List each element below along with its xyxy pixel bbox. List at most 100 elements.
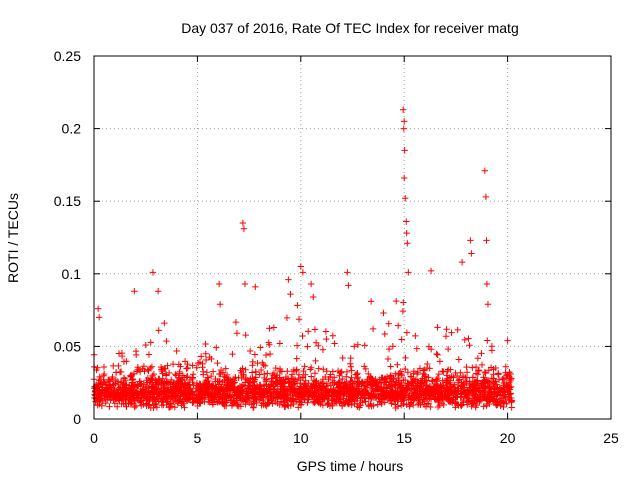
data-point <box>303 382 311 390</box>
data-point <box>401 118 408 125</box>
data-point <box>160 378 168 385</box>
y-tick-label: 0.05 <box>54 338 81 354</box>
data-point <box>478 350 485 357</box>
data-point <box>171 403 179 411</box>
data-point <box>295 316 303 323</box>
data-point <box>251 376 259 383</box>
data-point <box>353 375 361 382</box>
data-point <box>122 395 130 403</box>
data-point <box>319 402 327 409</box>
data-point <box>455 402 462 409</box>
data-point <box>394 322 402 329</box>
data-point <box>435 398 442 406</box>
data-point <box>120 358 128 365</box>
data-point <box>508 375 515 382</box>
data-point <box>475 367 482 375</box>
data-point <box>218 393 225 401</box>
data-point <box>127 388 134 396</box>
data-point <box>397 391 404 399</box>
data-point <box>374 401 381 408</box>
data-point <box>339 354 346 362</box>
data-point <box>369 325 377 333</box>
data-point <box>95 381 103 388</box>
data-point <box>233 329 241 337</box>
data-point <box>142 400 150 407</box>
data-point <box>394 361 401 368</box>
data-point <box>189 362 196 369</box>
data-point <box>287 402 295 409</box>
data-point <box>326 402 334 410</box>
data-point <box>292 396 300 403</box>
data-point <box>137 388 144 395</box>
data-point <box>114 393 121 400</box>
data-point <box>472 363 480 371</box>
data-point <box>112 376 120 384</box>
data-point <box>361 382 368 389</box>
data-point <box>98 386 106 393</box>
data-point <box>207 392 215 400</box>
data-point <box>132 347 140 355</box>
data-point <box>112 369 120 376</box>
data-point <box>486 379 493 387</box>
data-point <box>276 393 284 401</box>
data-point <box>329 332 337 339</box>
data-point <box>217 366 225 374</box>
data-point <box>297 263 304 270</box>
data-point <box>149 384 156 391</box>
data-point <box>426 365 433 372</box>
data-point <box>488 343 496 350</box>
data-point <box>495 389 502 396</box>
data-point <box>293 342 301 349</box>
data-point <box>454 326 461 334</box>
data-point <box>232 374 239 381</box>
data-point <box>162 365 169 372</box>
data-point <box>442 387 449 394</box>
data-point <box>300 367 307 375</box>
data-point <box>351 400 358 408</box>
data-point <box>180 390 187 397</box>
data-point <box>260 401 267 409</box>
data-point <box>361 363 368 370</box>
data-point <box>144 366 152 373</box>
data-point <box>147 375 155 382</box>
data-point <box>264 393 271 400</box>
data-point <box>322 328 330 335</box>
data-point <box>397 368 405 375</box>
data-point <box>324 394 331 402</box>
data-point <box>224 392 232 399</box>
data-point <box>418 379 425 387</box>
data-point <box>457 388 465 395</box>
data-point <box>420 401 428 408</box>
data-point <box>498 395 505 402</box>
data-point <box>400 400 408 408</box>
data-point <box>142 341 149 349</box>
data-point <box>348 395 356 402</box>
data-point <box>380 309 387 317</box>
data-point <box>199 395 206 403</box>
data-point <box>385 345 393 353</box>
data-point <box>158 379 165 386</box>
data-point <box>104 381 112 389</box>
data-point <box>315 342 322 350</box>
data-point <box>243 395 250 402</box>
data-point <box>493 384 501 391</box>
data-point <box>435 388 442 395</box>
data-point <box>367 378 374 385</box>
data-point <box>181 374 188 381</box>
data-point <box>274 400 281 407</box>
data-point <box>154 288 162 295</box>
data-point <box>289 381 297 389</box>
data-point <box>241 280 249 288</box>
data-point <box>231 384 239 391</box>
data-point <box>109 380 117 388</box>
data-point <box>435 370 443 378</box>
data-point <box>150 404 157 412</box>
data-point <box>416 365 424 372</box>
data-point <box>403 218 410 225</box>
data-point <box>139 394 147 401</box>
data-point <box>361 395 369 402</box>
data-point <box>436 383 444 390</box>
data-point <box>304 343 311 350</box>
data-point <box>333 381 340 388</box>
data-point <box>173 347 180 355</box>
